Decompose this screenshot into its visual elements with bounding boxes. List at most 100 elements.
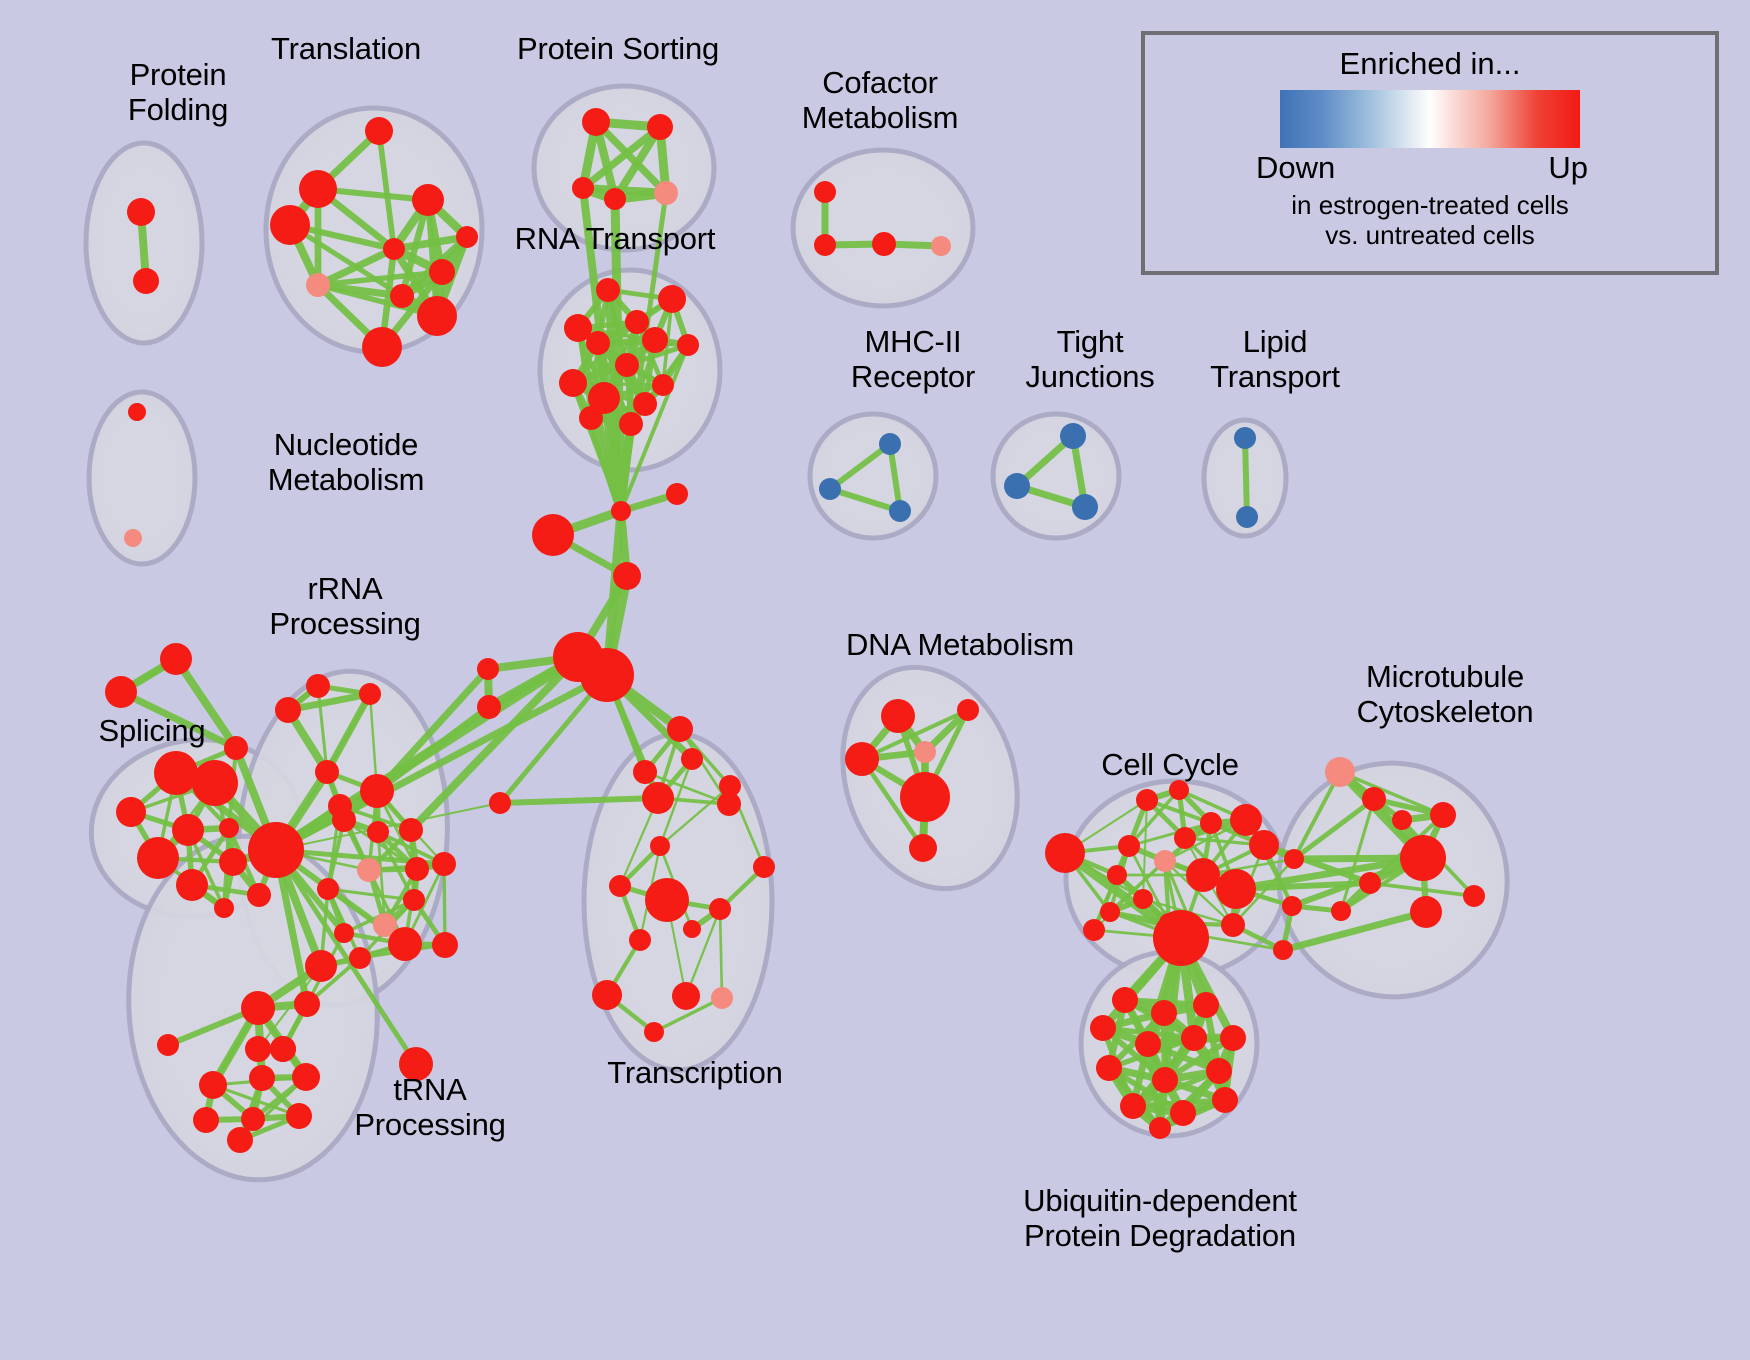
gene-set-node[interactable] bbox=[642, 782, 674, 814]
gene-set-node[interactable] bbox=[1362, 787, 1386, 811]
gene-set-node[interactable] bbox=[328, 794, 352, 818]
gene-set-node[interactable] bbox=[315, 760, 339, 784]
gene-set-node[interactable] bbox=[1193, 992, 1219, 1018]
gene-set-node[interactable] bbox=[1151, 1000, 1177, 1026]
gene-set-node[interactable] bbox=[1118, 835, 1140, 857]
gene-set-node[interactable] bbox=[373, 913, 397, 937]
gene-set-node[interactable] bbox=[652, 374, 674, 396]
gene-set-node[interactable] bbox=[845, 742, 879, 776]
gene-set-node[interactable] bbox=[367, 821, 389, 843]
gene-set-node[interactable] bbox=[819, 478, 841, 500]
gene-set-node[interactable] bbox=[1045, 833, 1085, 873]
gene-set-node[interactable] bbox=[1400, 835, 1446, 881]
gene-set-node[interactable] bbox=[619, 412, 643, 436]
gene-set-node[interactable] bbox=[306, 674, 330, 698]
gene-set-node[interactable] bbox=[625, 310, 649, 334]
gene-set-node[interactable] bbox=[241, 1107, 265, 1131]
gene-set-node[interactable] bbox=[881, 699, 915, 733]
gene-set-node[interactable] bbox=[1234, 427, 1256, 449]
gene-set-node[interactable] bbox=[133, 268, 159, 294]
gene-set-node[interactable] bbox=[1392, 810, 1412, 830]
gene-set-node[interactable] bbox=[1154, 850, 1176, 872]
gene-set-node[interactable] bbox=[1004, 473, 1030, 499]
gene-set-node[interactable] bbox=[1072, 494, 1098, 520]
gene-set-node[interactable] bbox=[249, 1065, 275, 1091]
gene-set-node[interactable] bbox=[615, 353, 639, 377]
gene-set-node[interactable] bbox=[681, 748, 703, 770]
gene-set-node[interactable] bbox=[359, 683, 381, 705]
gene-set-node[interactable] bbox=[292, 1063, 320, 1091]
gene-set-node[interactable] bbox=[957, 699, 979, 721]
gene-set-node[interactable] bbox=[753, 856, 775, 878]
gene-set-node[interactable] bbox=[349, 947, 371, 969]
gene-set-node[interactable] bbox=[1249, 830, 1279, 860]
gene-set-node[interactable] bbox=[814, 234, 836, 256]
gene-set-node[interactable] bbox=[596, 278, 620, 302]
gene-set-node[interactable] bbox=[1120, 1093, 1146, 1119]
gene-set-node[interactable] bbox=[1112, 987, 1138, 1013]
gene-set-node[interactable] bbox=[1174, 827, 1196, 849]
gene-set-node[interactable] bbox=[160, 643, 192, 675]
gene-set-node[interactable] bbox=[294, 991, 320, 1017]
gene-set-node[interactable] bbox=[412, 184, 444, 216]
gene-set-node[interactable] bbox=[645, 878, 689, 922]
gene-set-node[interactable] bbox=[1212, 1087, 1238, 1113]
gene-set-node[interactable] bbox=[247, 883, 271, 907]
gene-set-node[interactable] bbox=[1153, 910, 1209, 966]
gene-set-node[interactable] bbox=[604, 188, 626, 210]
gene-set-node[interactable] bbox=[270, 1036, 296, 1062]
gene-set-node[interactable] bbox=[172, 814, 204, 846]
gene-set-node[interactable] bbox=[124, 529, 142, 547]
gene-set-node[interactable] bbox=[1107, 865, 1127, 885]
gene-set-node[interactable] bbox=[1186, 858, 1220, 892]
gene-set-node[interactable] bbox=[1060, 423, 1086, 449]
gene-set-node[interactable] bbox=[717, 792, 741, 816]
gene-set-node[interactable] bbox=[1090, 1015, 1116, 1041]
gene-set-node[interactable] bbox=[1206, 1058, 1232, 1084]
gene-set-node[interactable] bbox=[357, 858, 381, 882]
gene-set-node[interactable] bbox=[317, 878, 339, 900]
gene-set-node[interactable] bbox=[1096, 1055, 1122, 1081]
gene-set-node[interactable] bbox=[609, 875, 631, 897]
gene-set-node[interactable] bbox=[1169, 780, 1189, 800]
gene-set-node[interactable] bbox=[137, 837, 179, 879]
gene-set-node[interactable] bbox=[709, 898, 731, 920]
gene-set-node[interactable] bbox=[900, 772, 950, 822]
gene-set-node[interactable] bbox=[214, 898, 234, 918]
gene-set-node[interactable] bbox=[644, 1022, 664, 1042]
gene-set-node[interactable] bbox=[667, 716, 693, 742]
gene-set-node[interactable] bbox=[390, 284, 414, 308]
gene-set-node[interactable] bbox=[477, 695, 501, 719]
gene-set-node[interactable] bbox=[224, 736, 248, 760]
gene-set-node[interactable] bbox=[658, 285, 686, 313]
gene-set-node[interactable] bbox=[1284, 849, 1304, 869]
gene-set-node[interactable] bbox=[362, 327, 402, 367]
gene-set-node[interactable] bbox=[429, 259, 455, 285]
gene-set-node[interactable] bbox=[914, 741, 936, 763]
gene-set-node[interactable] bbox=[417, 296, 457, 336]
gene-set-node[interactable] bbox=[611, 501, 631, 521]
gene-set-node[interactable] bbox=[193, 1107, 219, 1133]
gene-set-node[interactable] bbox=[388, 927, 422, 961]
gene-set-node[interactable] bbox=[1136, 789, 1158, 811]
gene-set-node[interactable] bbox=[1170, 1100, 1196, 1126]
gene-set-node[interactable] bbox=[666, 483, 688, 505]
gene-set-node[interactable] bbox=[219, 818, 239, 838]
gene-set-node[interactable] bbox=[1100, 902, 1120, 922]
gene-set-node[interactable] bbox=[588, 382, 620, 414]
gene-set-node[interactable] bbox=[672, 982, 700, 1010]
gene-set-node[interactable] bbox=[306, 273, 330, 297]
gene-set-node[interactable] bbox=[872, 232, 896, 256]
gene-set-node[interactable] bbox=[1200, 812, 1222, 834]
gene-set-node[interactable] bbox=[592, 980, 622, 1010]
gene-set-node[interactable] bbox=[489, 792, 511, 814]
gene-set-node[interactable] bbox=[1152, 1067, 1178, 1093]
gene-set-node[interactable] bbox=[403, 889, 425, 911]
gene-set-node[interactable] bbox=[299, 170, 337, 208]
gene-set-node[interactable] bbox=[879, 433, 901, 455]
gene-set-node[interactable] bbox=[1149, 1117, 1171, 1139]
gene-set-node[interactable] bbox=[613, 562, 641, 590]
gene-set-node[interactable] bbox=[219, 848, 247, 876]
gene-set-node[interactable] bbox=[1430, 802, 1456, 828]
gene-set-node[interactable] bbox=[383, 238, 405, 260]
